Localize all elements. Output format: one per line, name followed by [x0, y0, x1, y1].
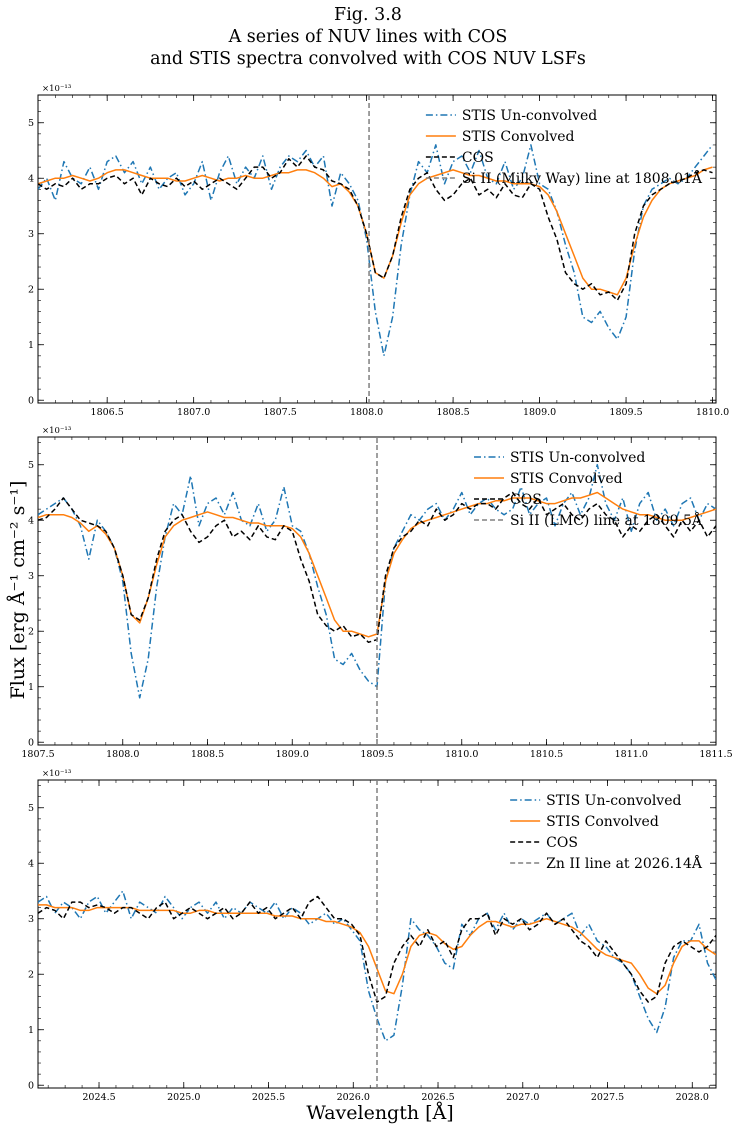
title-line-2: A series of NUV lines with COS [228, 27, 508, 47]
x-tick-label: 1808.5 [191, 749, 224, 760]
legend-label: COS [510, 492, 542, 508]
series-cos [38, 155, 713, 302]
y-tick-label: 4 [28, 859, 34, 870]
legend-label: COS [462, 150, 494, 166]
x-tick-label: 1808.0 [350, 407, 383, 418]
legend-label: Zn II line at 2026.14Å [546, 854, 703, 872]
series-group [38, 144, 714, 357]
legend-label: Si II (LMC) line at 1809.5Å [510, 511, 703, 529]
legend: STIS Un-convolved STIS Convolved COS Si II … [425, 108, 703, 187]
title-line-3: and STIS spectra convolved with COS NUV … [150, 49, 586, 69]
y-tick-label: 2 [28, 627, 34, 638]
x-tick-label: 1807.5 [264, 407, 297, 418]
y-tick-label: 3 [28, 914, 34, 925]
legend: STIS Un-convolved STIS Convolved COS Si II … [474, 450, 703, 529]
x-tick-label: 1810.0 [445, 749, 478, 760]
y-tick-label: 1 [28, 682, 34, 693]
y-tick-label: 0 [28, 738, 34, 749]
x-tick-label: 1810.0 [696, 407, 729, 418]
y-tick-label: 4 [28, 516, 34, 527]
legend-label: STIS Convolved [546, 814, 659, 830]
series-stis-un-convolved [38, 890, 716, 1042]
x-tick-label: 2026.5 [421, 1092, 454, 1103]
x-axis-label: Wavelength [Å] [306, 1102, 453, 1124]
x-tick-label: 1811.5 [699, 749, 732, 760]
y-scale-label: ×10⁻¹³ [42, 84, 71, 94]
x-tick-label: 1809.0 [276, 749, 309, 760]
x-tick-label: 2027.5 [591, 1092, 624, 1103]
plot-frame [37, 94, 717, 404]
x-tick-label: 2025.5 [252, 1092, 285, 1103]
figure-title: Fig. 3.8 A series of NUV lines with COS … [0, 4, 736, 70]
y-tick-label: 5 [28, 118, 34, 129]
legend-label: Si II (Milky Way) line at 1808.01Å [462, 169, 703, 187]
x-tick-label: 1809.5 [360, 749, 393, 760]
legend-label: STIS Convolved [462, 129, 575, 145]
y-scale-label: ×10⁻¹³ [42, 769, 71, 779]
legend-label: COS [546, 835, 578, 851]
y-tick-label: 3 [28, 571, 34, 582]
legend-label: STIS Un-convolved [546, 793, 681, 809]
x-tick-label: 1809.5 [609, 407, 642, 418]
x-tick-label: 2028.0 [676, 1092, 709, 1103]
panel-1: 1806.5 1807.0 1807.5 1808.0 1808.5 1809.0 1809… [28, 84, 729, 418]
x-tick-label: 2026.0 [337, 1092, 370, 1103]
title-line-1: Fig. 3.8 [334, 5, 402, 25]
legend-label: STIS Un-convolved [510, 450, 645, 466]
y-tick-label: 2 [28, 285, 34, 296]
x-tick-label: 2025.0 [167, 1092, 200, 1103]
y-tick-label: 4 [28, 174, 34, 185]
x-tick-label: 1809.0 [523, 407, 556, 418]
x-tick-label: 1808.0 [106, 749, 139, 760]
y-tick-label: 2 [28, 970, 34, 981]
x-tick-label: 1808.5 [436, 407, 469, 418]
y-tick-label: 3 [28, 229, 34, 240]
x-tick-label: 1806.5 [91, 407, 124, 418]
y-tick-label: 0 [28, 396, 34, 407]
x-tick-label: 2027.0 [506, 1092, 539, 1103]
y-scale-label: ×10⁻¹³ [42, 426, 71, 436]
y-axis-label: Flux [erg Å⁻¹ cm⁻² s⁻¹] [7, 481, 29, 700]
y-tick-label: 1 [28, 1025, 34, 1036]
y-tick-label: 0 [28, 1081, 34, 1092]
y-tick-label: 1 [28, 340, 34, 351]
legend: STIS Un-convolved STIS Convolved COS Zn II … [510, 793, 703, 872]
x-tick-label: 1810.5 [530, 749, 563, 760]
y-tick-label: 5 [28, 803, 34, 814]
series-cos [38, 895, 716, 1003]
x-tick-label: 2024.5 [82, 1092, 115, 1103]
panel-3: 2024.5 2025.0 2025.5 2026.0 2026.5 2027.0 2027… [28, 769, 717, 1103]
legend-label: STIS Convolved [510, 471, 623, 487]
y-tick-label: 5 [28, 460, 34, 471]
x-tick-label: 1807.5 [21, 749, 54, 760]
legend-label: STIS Un-convolved [462, 108, 597, 124]
x-tick-label: 1807.0 [177, 407, 210, 418]
x-tick-label: 1811.0 [615, 749, 648, 760]
series-stis-un-convolved [38, 144, 714, 357]
panel-2: 1807.5 1808.0 1808.5 1809.0 1809.5 1810.0 1810… [21, 426, 732, 760]
